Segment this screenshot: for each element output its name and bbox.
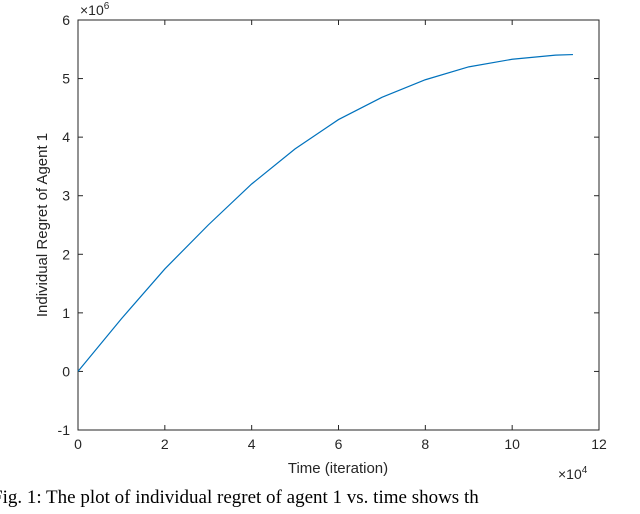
x-tick-label: 6	[335, 436, 343, 452]
y-tick-label: 5	[62, 71, 70, 87]
y-tick-label: 3	[62, 188, 70, 204]
y-axis-exponent: ×106	[80, 1, 110, 18]
x-axis-exponent: ×104	[558, 465, 588, 482]
y-tick-label: 2	[62, 246, 70, 262]
x-tick-label: 8	[421, 436, 429, 452]
x-axis-label: Time (iteration)	[288, 460, 388, 477]
axes-box	[77, 19, 600, 431]
series-line-agent-1	[77, 53, 573, 372]
y-tick-label: 0	[62, 363, 70, 379]
x-tick-label: 0	[74, 436, 82, 452]
figure-caption: Fig. 1: The plot of individual regret of…	[0, 487, 479, 508]
x-axis-ticks: 0 2 4 6 8 10 12	[74, 20, 607, 452]
x-tick-label: 4	[248, 436, 256, 452]
x-tick-label: 2	[161, 436, 169, 452]
y-axis-label: Individual Regret of Agent 1	[34, 133, 51, 317]
y-tick-label: 4	[62, 129, 70, 145]
y-tick-label: 6	[62, 12, 70, 28]
x-tick-label: 10	[504, 436, 520, 452]
y-tick-label: 1	[62, 305, 70, 321]
y-axis-ticks: -1 0 1 2 3 4 5 6	[58, 12, 599, 438]
y-tick-label: -1	[58, 422, 71, 438]
x-tick-label: 12	[591, 436, 607, 452]
